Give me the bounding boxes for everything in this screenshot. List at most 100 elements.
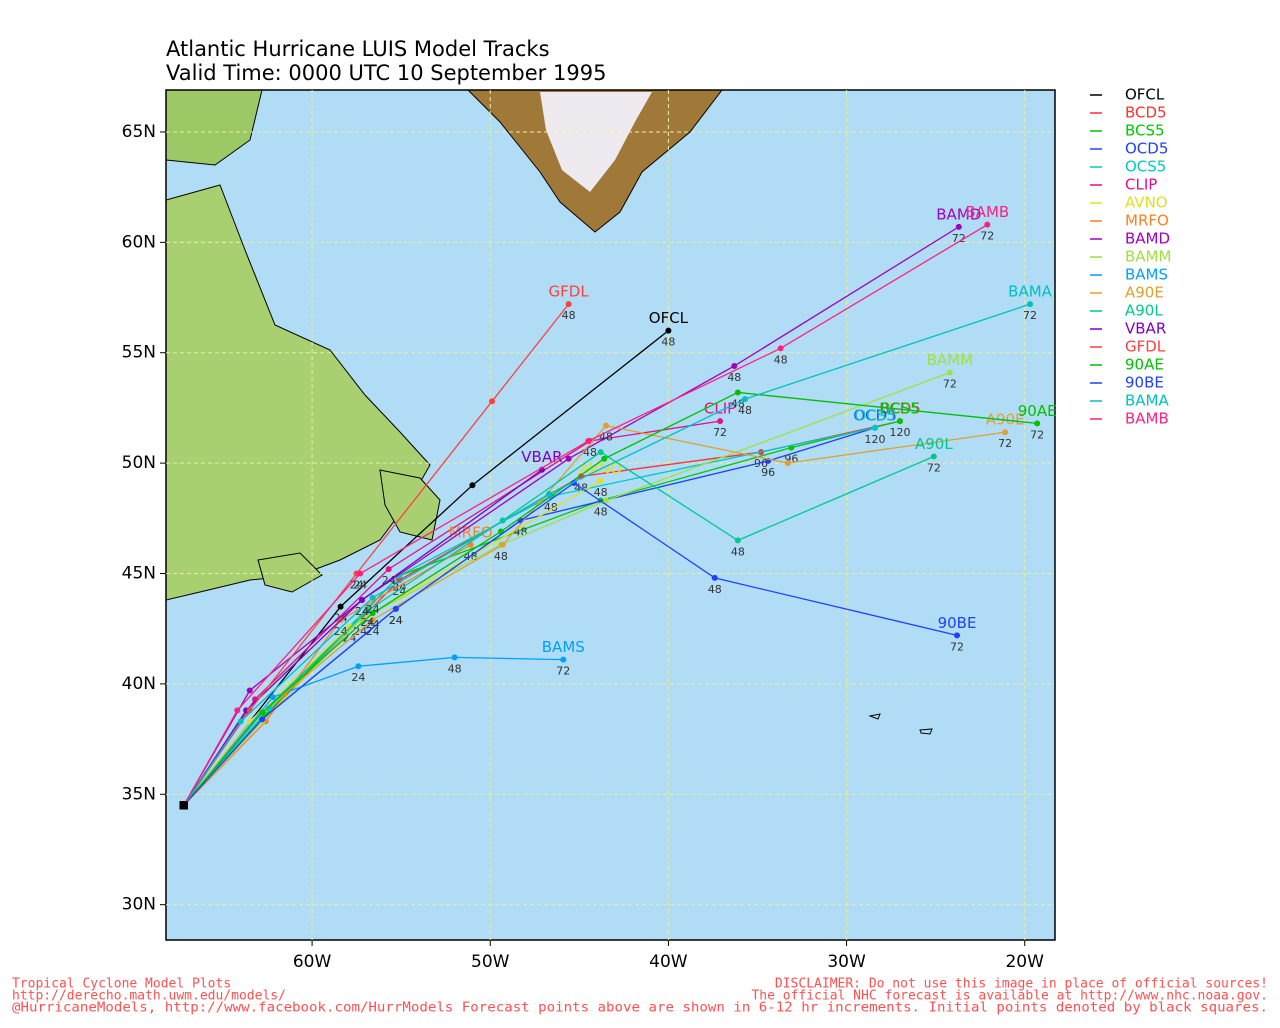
track-end-label: MRFO xyxy=(449,523,493,541)
forecast-point xyxy=(731,362,738,369)
legend-label: A90L xyxy=(1125,302,1163,320)
track-end-label: CLIP xyxy=(704,400,736,418)
hour-label: 48 xyxy=(594,506,608,519)
legend-label: 90AE xyxy=(1125,356,1164,374)
hour-label: 24 xyxy=(389,614,403,627)
track-end-label: BAMB xyxy=(965,203,1009,221)
legend-label: BCD5 xyxy=(1125,104,1167,122)
track-line xyxy=(183,224,988,806)
hour-label: 48 xyxy=(494,550,508,563)
hour-label: 48 xyxy=(661,336,675,349)
legend-label: OCD5 xyxy=(1125,140,1168,158)
legend-label: BAMB xyxy=(1125,410,1169,428)
hour-label: 48 xyxy=(727,371,741,384)
forecast-point xyxy=(355,663,362,670)
hour-label: 72 xyxy=(1030,428,1044,441)
hour-label: 72 xyxy=(943,378,957,391)
hour-label: 48 xyxy=(448,662,462,675)
forecast-point xyxy=(734,537,741,544)
forecast-point xyxy=(358,597,365,603)
footer-text: DISCLAIMER: Do not use this image in pla… xyxy=(775,977,1268,992)
forecast-point xyxy=(392,605,399,612)
hour-label: 72 xyxy=(713,426,727,439)
hour-label: 72 xyxy=(556,665,570,678)
forecast-point xyxy=(565,455,572,462)
hour-label: 96 xyxy=(754,457,768,470)
forecast-point xyxy=(601,455,608,462)
legend-label: OCS5 xyxy=(1125,158,1166,176)
initial-point xyxy=(179,801,188,810)
track-end-label: BAMA xyxy=(1008,283,1052,301)
hour-label: 24 xyxy=(351,671,365,684)
nova-scotia xyxy=(257,552,323,593)
y-tick-label: 35N xyxy=(122,784,156,804)
chart-title: Atlantic Hurricane LUIS Model Tracks xyxy=(166,37,550,61)
forecast-point xyxy=(711,574,718,581)
forecast-point xyxy=(234,707,241,714)
forecast-point xyxy=(246,687,253,694)
x-tick-label: 40W xyxy=(649,952,688,972)
track: 24 48 72 BAMS xyxy=(179,638,585,810)
x-tick-label: 50W xyxy=(471,952,510,972)
track-end-label: 90BE xyxy=(938,614,977,632)
hour-label: 24 xyxy=(366,603,380,616)
track: 24 48 72 90BE xyxy=(179,479,977,810)
ice-sheet xyxy=(540,92,652,192)
forecast-point xyxy=(369,610,376,617)
legend-label: BAMD xyxy=(1125,230,1170,248)
track: 24 48 72 BAMA xyxy=(179,283,1053,810)
forecast-point xyxy=(364,608,371,615)
forecast-point xyxy=(946,369,953,376)
legend-label: MRFO xyxy=(1125,212,1169,230)
legend-label: BAMA xyxy=(1125,392,1169,410)
footer-text: http://derecho.math.uwm.edu/models/ xyxy=(12,989,286,1004)
forecast-point xyxy=(565,301,572,308)
forecast-point xyxy=(930,453,937,460)
legend-label: AVNO xyxy=(1125,194,1168,212)
forecast-point xyxy=(1027,301,1034,308)
y-tick-label: 30N xyxy=(122,895,156,915)
forecast-point xyxy=(385,566,392,573)
legend-label: A90E xyxy=(1125,284,1164,302)
forecast-point xyxy=(665,327,672,334)
y-tick-label: 50N xyxy=(122,453,156,473)
legend-label: CLIP xyxy=(1125,176,1157,194)
hour-label: 24 xyxy=(360,616,374,629)
track-line xyxy=(183,544,471,806)
y-tick-label: 60N xyxy=(122,232,156,252)
track-end-label: OCD5 xyxy=(853,406,896,424)
hour-label: 96 xyxy=(761,466,775,479)
y-tick-label: 65N xyxy=(122,122,156,142)
track-line xyxy=(183,480,602,806)
hour-label: 48 xyxy=(708,583,722,596)
hour-label: 72 xyxy=(1023,309,1037,322)
legend-label: OFCL xyxy=(1125,86,1165,104)
forecast-point xyxy=(369,594,376,601)
track-end-label: BAMD xyxy=(936,205,981,223)
legend-label: BCS5 xyxy=(1125,122,1165,140)
plot-frame xyxy=(165,89,1056,941)
forecast-point xyxy=(777,345,784,352)
track-line xyxy=(183,371,951,806)
forecast-point xyxy=(237,718,244,725)
forecast-point xyxy=(337,603,344,610)
hour-label: 48 xyxy=(594,486,608,499)
footer-text: Tropical Cyclone Model Plots xyxy=(12,977,231,992)
hour-label: 72 xyxy=(950,640,964,653)
baffin xyxy=(166,90,263,166)
hour-label: 72 xyxy=(927,461,941,474)
hour-label: 24 xyxy=(389,614,403,627)
forecast-point xyxy=(954,632,961,639)
forecast-point xyxy=(603,422,610,429)
forecast-point xyxy=(717,418,724,425)
forecast-point xyxy=(357,570,364,577)
track: 24 48 72 BAMM xyxy=(179,351,973,810)
y-tick-label: 55N xyxy=(122,343,156,363)
track-line xyxy=(183,303,1031,806)
forecast-point xyxy=(469,482,476,489)
forecast-point xyxy=(489,398,496,405)
forecast-point xyxy=(1002,429,1009,436)
hour-label: 24 xyxy=(353,579,367,592)
legend-label: GFDL xyxy=(1125,338,1166,356)
